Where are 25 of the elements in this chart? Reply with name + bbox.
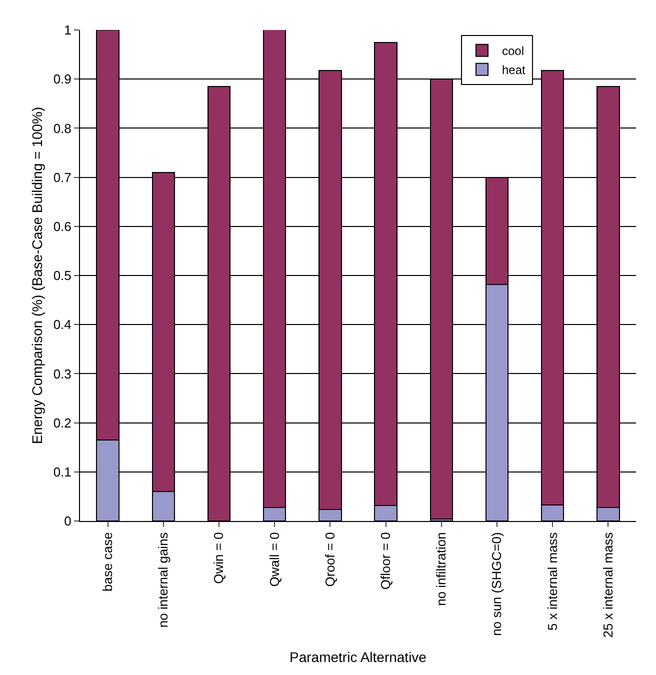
y-tick-label: 1	[64, 22, 72, 38]
x-tick-label: no sun (SHGC=0)	[489, 532, 504, 636]
x-tick-label: no infiltration	[434, 532, 449, 606]
y-tick-label: 0.2	[53, 415, 72, 430]
x-tick-label: Qwall = 0	[266, 532, 282, 587]
legend-label: cool	[502, 44, 524, 58]
y-tick-label: 0.5	[53, 268, 72, 284]
y-tick-label: 0.9	[53, 72, 72, 87]
y-tick-label: 0	[64, 514, 72, 529]
y-tick-label: 0.6	[53, 218, 72, 234]
x-tick-label: Qroof = 0	[322, 532, 338, 587]
y-tick-label: 0.1	[53, 464, 72, 480]
y-tick-label: 0.8	[53, 120, 72, 136]
x-axis-title: Parametric Alternative	[290, 649, 427, 665]
y-tick-label: 0.3	[53, 366, 72, 382]
x-tick-label: 25 x internal mass	[600, 532, 616, 638]
y-tick-label: 0.4	[53, 317, 72, 332]
x-tick-label: Qfloor = 0	[378, 532, 394, 590]
y-tick-label: 0.7	[53, 170, 72, 185]
legend-label: heat	[502, 63, 526, 78]
x-tick-label: no internal gains	[156, 532, 171, 628]
x-tick-label: base case	[100, 532, 116, 592]
x-tick-label: Qwin = 0	[211, 532, 226, 584]
x-tick-label: 5 x internal mass	[544, 532, 560, 630]
y-axis-title: Energy Comparison (%) (Base-Case Building = 100%)	[29, 106, 45, 444]
